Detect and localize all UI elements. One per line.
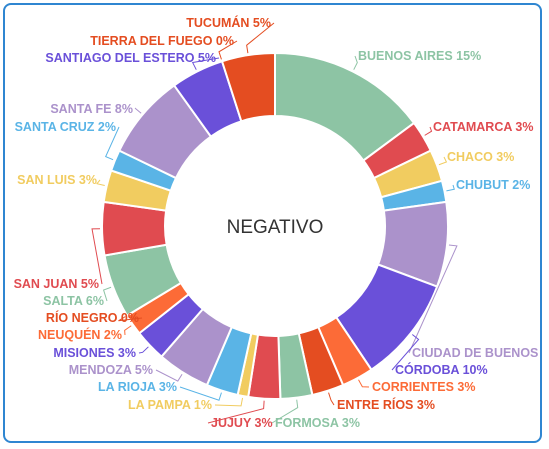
leader-santiago-del-estero-5 (191, 57, 220, 70)
label-san-juan-5: SAN JUAN 5% (14, 277, 99, 291)
label-corrientes-3: CORRIENTES 3% (372, 380, 476, 394)
leader-salta-6 (102, 286, 112, 302)
leader-la-rioja-3 (179, 386, 222, 401)
leader-buenos-aires-15 (353, 55, 358, 70)
label-leader-lines (91, 22, 458, 424)
label-santa-fe-8: SANTA FE 8% (50, 102, 133, 116)
label-la-pampa-1: LA PAMPA 1% (128, 398, 212, 412)
label-chaco-3: CHACO 3% (447, 150, 514, 164)
leader-neuquen-2 (124, 325, 132, 336)
label-tucuman-5: TUCUMÁN 5% (186, 15, 271, 30)
leader-chubut-2 (446, 184, 455, 192)
label-jujuy-3: JUJUY 3% (211, 416, 273, 430)
leader-santa-cruz-2 (104, 126, 120, 161)
leader-tucuman-5 (246, 22, 275, 54)
donut-center-label: NEGATIVO (227, 217, 324, 238)
leader-chaco-3 (438, 156, 448, 166)
leader-corrientes-3 (358, 379, 370, 388)
leader-santa-fe-8 (134, 107, 142, 114)
label-chubut-2: CHUBUT 2% (456, 178, 530, 192)
leader-jujuy-3 (207, 400, 265, 424)
label-formosa-3: FORMOSA 3% (275, 416, 360, 430)
slice-tucuman-5 (220, 51, 276, 123)
leader-ciudad-de-buenos (408, 244, 458, 354)
leader-rio-negro-0 (118, 316, 143, 322)
slice-labels: BUENOS AIRES 15% CATAMARCA 3% CHACO 3% CHUB… (14, 15, 539, 430)
label-misiones-3: MISIONES 3% (53, 346, 136, 360)
leader-cordoba-10 (391, 334, 420, 371)
leader-catamarca-3 (424, 126, 433, 136)
label-san-luis-3: SAN LUIS 3% (17, 173, 97, 187)
donut-slices (101, 51, 449, 400)
label-mendoza-5: MENDOZA 5% (69, 363, 153, 377)
label-ciudad-de-buenos: CIUDAD DE BUENOS (412, 346, 538, 360)
label-cordoba-10: CÓRDOBA 10% (395, 362, 488, 377)
leader-san-luis-3 (96, 179, 105, 187)
leader-misiones-3 (138, 346, 149, 354)
label-santa-cruz-2: SANTA CRUZ 2% (15, 120, 116, 134)
label-entre-rios-3: ENTRE RÍOS 3% (337, 397, 435, 412)
label-santiago-del-estero-5: SANTIAGO DEL ESTERO 5% (45, 51, 216, 65)
label-salta-6: SALTA 6% (43, 294, 104, 308)
leader-tierra-del-fuego-0 (218, 40, 238, 60)
label-catamarca-3: CATAMARCA 3% (433, 120, 533, 134)
label-rio-negro-0: RÍO NEGRO 0% (46, 310, 139, 325)
leader-mendoza-5 (155, 369, 183, 382)
leader-entre-rios-3 (328, 392, 335, 406)
leader-la-pampa-1 (214, 397, 244, 407)
label-tierra-del-fuego-0: TIERRA DEL FUEGO 0% (90, 34, 234, 48)
leader-san-juan-5 (91, 228, 103, 285)
label-la-rioja-3: LA RIOJA 3% (98, 380, 177, 394)
leader-formosa-3 (271, 399, 299, 424)
label-neuquen-2: NEUQUÉN 2% (38, 327, 122, 342)
label-buenos-aires-15: BUENOS AIRES 15% (358, 49, 481, 63)
